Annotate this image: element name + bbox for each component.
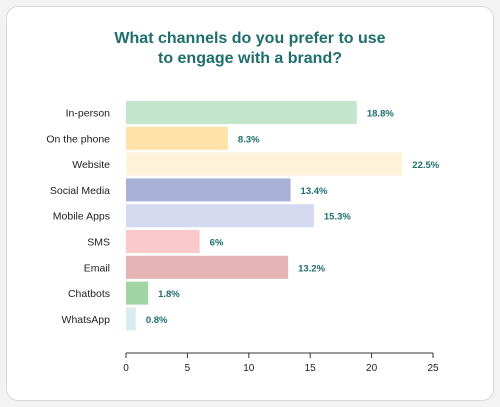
bar-website (126, 152, 403, 176)
category-label-in-person: In-person (66, 108, 111, 120)
bar-mobile-apps (126, 204, 314, 228)
value-label-mobile-apps: 15.3% (324, 212, 351, 223)
x-axis: 0 5 10 15 20 25 (123, 352, 439, 374)
category-label-email: Email (84, 262, 110, 274)
chart-title: What channels do you prefer to use to en… (0, 29, 500, 69)
chart-title-line-2: to engage with a brand? (157, 50, 342, 67)
value-label-email: 13.2% (298, 263, 325, 274)
x-tick-label-0: 0 (123, 363, 129, 374)
x-tick-label-15: 15 (305, 363, 317, 374)
bar-chatbots (126, 281, 149, 305)
bar-on-the-phone (126, 126, 228, 150)
x-tick-label-5: 5 (185, 363, 191, 374)
bars-group: In-person 18.8% On the phone 8.3% Website 22.… (46, 101, 440, 331)
category-label-chatbots: Chatbots (68, 288, 110, 300)
bar-sms (126, 230, 200, 253)
x-tick-label-25: 25 (427, 363, 439, 374)
x-tick-label-20: 20 (366, 363, 378, 374)
chart-card (6, 6, 494, 401)
value-label-website: 22.5% (412, 160, 439, 171)
value-label-chatbots: 1.8% (158, 289, 180, 300)
bar-email (126, 255, 289, 279)
bar-in-person (126, 101, 357, 124)
category-label-sms: SMS (87, 237, 110, 249)
value-label-whatsapp: 0.8% (146, 315, 168, 326)
value-label-social-media: 13.4% (301, 186, 328, 197)
category-label-whatsapp: WhatsApp (62, 314, 111, 326)
category-label-social-media: Social Media (50, 185, 110, 197)
bar-social-media (126, 178, 291, 202)
value-label-sms: 6% (210, 238, 224, 249)
chart-title-line-1: What channels do you prefer to use (114, 30, 386, 47)
value-label-on-the-phone: 8.3% (238, 134, 260, 145)
category-label-on-the-phone: On the phone (46, 133, 110, 145)
bar-whatsapp (126, 307, 136, 331)
category-label-website: Website (72, 159, 110, 171)
value-label-in-person: 18.8% (367, 109, 394, 120)
category-label-mobile-apps: Mobile Apps (53, 211, 110, 223)
x-tick-label-10: 10 (243, 363, 255, 374)
